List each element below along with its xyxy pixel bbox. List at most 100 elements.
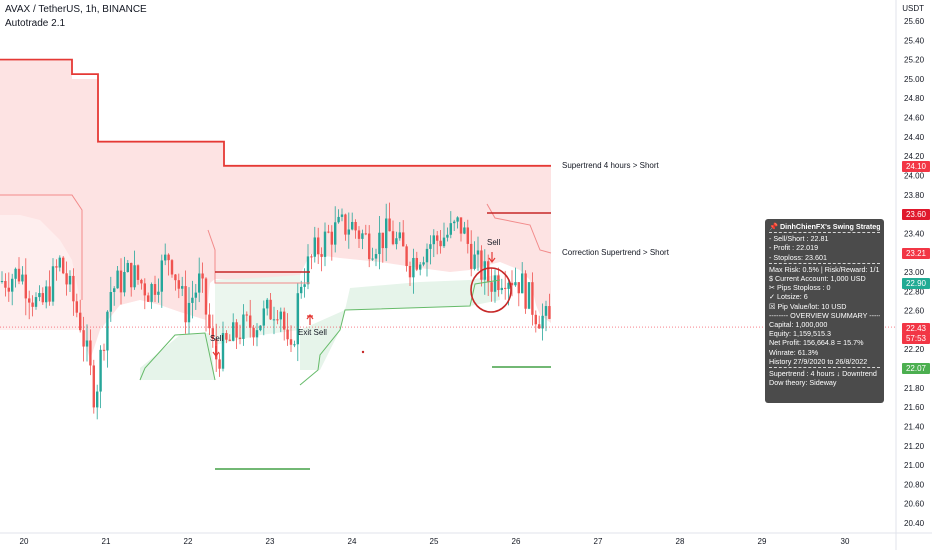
candle-body bbox=[548, 306, 551, 319]
candle-body bbox=[62, 257, 65, 274]
price-label: 22.07 bbox=[902, 363, 930, 374]
candle-body bbox=[85, 340, 89, 347]
candle-body bbox=[527, 282, 531, 309]
sell-arrow-down-icon bbox=[212, 346, 220, 357]
candle-body bbox=[249, 315, 252, 328]
candle-body bbox=[422, 262, 425, 265]
x-tick-label: 21 bbox=[102, 537, 111, 546]
price-label: 23.21 bbox=[902, 248, 930, 259]
candle-body bbox=[480, 250, 483, 280]
candle-body bbox=[306, 256, 310, 285]
candle-body bbox=[497, 275, 500, 291]
candle-body bbox=[82, 330, 85, 347]
axis-unit: USDT bbox=[902, 4, 924, 13]
candle-body bbox=[41, 293, 44, 303]
price-axis[interactable]: 25.60 25.40 25.20 25.00 24.80 24.60 24.40 24.20… bbox=[895, 0, 925, 550]
candle-body bbox=[327, 231, 330, 233]
y-tick-label: 23.80 bbox=[904, 191, 925, 200]
y-tick-label: 24.40 bbox=[904, 133, 925, 142]
candle-body bbox=[524, 273, 527, 309]
candle-body bbox=[181, 286, 184, 289]
candle-body bbox=[347, 229, 350, 235]
panel-risk-line: ✂ Pips Stoploss : 0 bbox=[769, 283, 831, 293]
candle-body bbox=[456, 217, 459, 222]
y-tick-label: 25.60 bbox=[904, 17, 925, 26]
candle-body bbox=[351, 221, 354, 230]
candle-body bbox=[232, 322, 235, 341]
panel-title: 📌 DinhChienFX's Swing Strategy bbox=[769, 222, 880, 231]
y-tick-label: 21.40 bbox=[904, 422, 925, 431]
candle-body bbox=[174, 274, 177, 281]
candle-body bbox=[310, 256, 313, 258]
y-tick-label: 22.20 bbox=[904, 345, 925, 354]
y-tick-label: 22.80 bbox=[904, 287, 925, 296]
candle-body bbox=[296, 293, 299, 345]
y-tick-label: 24.80 bbox=[904, 94, 925, 103]
candle-body bbox=[48, 286, 51, 302]
candle-body bbox=[415, 257, 418, 270]
candle-body bbox=[109, 292, 112, 312]
candle-body bbox=[24, 274, 27, 299]
candle-body bbox=[130, 262, 133, 288]
candle-body bbox=[449, 223, 452, 235]
y-tick-label: 25.40 bbox=[904, 36, 925, 45]
price-label: 23.60 bbox=[902, 209, 930, 220]
marker-dot bbox=[361, 350, 365, 354]
candle-body bbox=[541, 315, 544, 329]
strategy-info-panel: 📌 DinhChienFX's Swing Strategy - Sell/Sh… bbox=[765, 219, 884, 403]
panel-trade-line: - Sell/Short : 22.81 bbox=[769, 234, 829, 244]
pin-icon: 📌 bbox=[769, 222, 780, 231]
overview-title: -------- OVERVIEW SUMMARY -------- bbox=[769, 310, 880, 320]
correction-line-left bbox=[0, 194, 83, 300]
candle-body bbox=[184, 286, 187, 323]
candle-body bbox=[300, 286, 303, 294]
candle-body bbox=[262, 308, 265, 326]
price-label: 24.10 bbox=[902, 161, 930, 172]
candle-body bbox=[119, 270, 123, 293]
chart-title: AVAX / TetherUS, 1h, BINANCE bbox=[5, 4, 147, 15]
candle-body bbox=[170, 260, 174, 275]
time-axis[interactable]: 20 21 22 23 24 25 26 27 28 29 30 bbox=[0, 532, 932, 546]
y-tick-label: 20.80 bbox=[904, 480, 925, 489]
candle-body bbox=[113, 288, 116, 293]
candle-body bbox=[446, 234, 449, 238]
x-tick-label: 27 bbox=[594, 537, 603, 546]
panel-overview-line: History 27/9/2020 to 26/8/2022 bbox=[769, 356, 868, 366]
candle-body bbox=[453, 221, 456, 224]
candle-body bbox=[208, 314, 211, 329]
candle-body bbox=[72, 275, 75, 302]
candle-body bbox=[177, 280, 180, 289]
candle-body bbox=[269, 299, 272, 320]
candle-body bbox=[408, 266, 412, 278]
candle-body bbox=[17, 268, 21, 282]
candle-body bbox=[398, 232, 401, 239]
candle-body bbox=[79, 312, 82, 331]
candle-body bbox=[221, 333, 225, 369]
candle-body bbox=[340, 214, 344, 217]
candle-body bbox=[68, 275, 72, 285]
candle-body bbox=[266, 299, 269, 309]
candle-body bbox=[259, 325, 262, 331]
candle-body bbox=[65, 273, 68, 285]
candle-body bbox=[102, 349, 106, 351]
candle-body bbox=[228, 339, 231, 341]
trade-markers: Supertrend 4 hours > Short Correction Su… bbox=[210, 161, 670, 357]
candle-body bbox=[245, 314, 248, 316]
green-zone-fill bbox=[140, 333, 215, 380]
supertrend-4h-line bbox=[0, 58, 551, 167]
candle-body bbox=[354, 221, 357, 231]
panel-trend-line: Supertrend : 4 hours ↓ Downtrend bbox=[769, 369, 877, 379]
candle-body bbox=[75, 301, 78, 313]
candle-body bbox=[7, 287, 10, 292]
candle-body bbox=[14, 268, 17, 279]
candle-body bbox=[487, 261, 490, 283]
y-tick-label: 20.60 bbox=[904, 500, 925, 509]
candle-body bbox=[150, 284, 153, 302]
candle-body bbox=[11, 278, 14, 292]
sell-signal-label-2: Sell bbox=[487, 238, 501, 247]
candle-body bbox=[334, 222, 337, 245]
x-tick-label: 23 bbox=[266, 537, 275, 546]
green-supertrend-1 bbox=[139, 332, 216, 381]
candle-body bbox=[419, 264, 422, 270]
